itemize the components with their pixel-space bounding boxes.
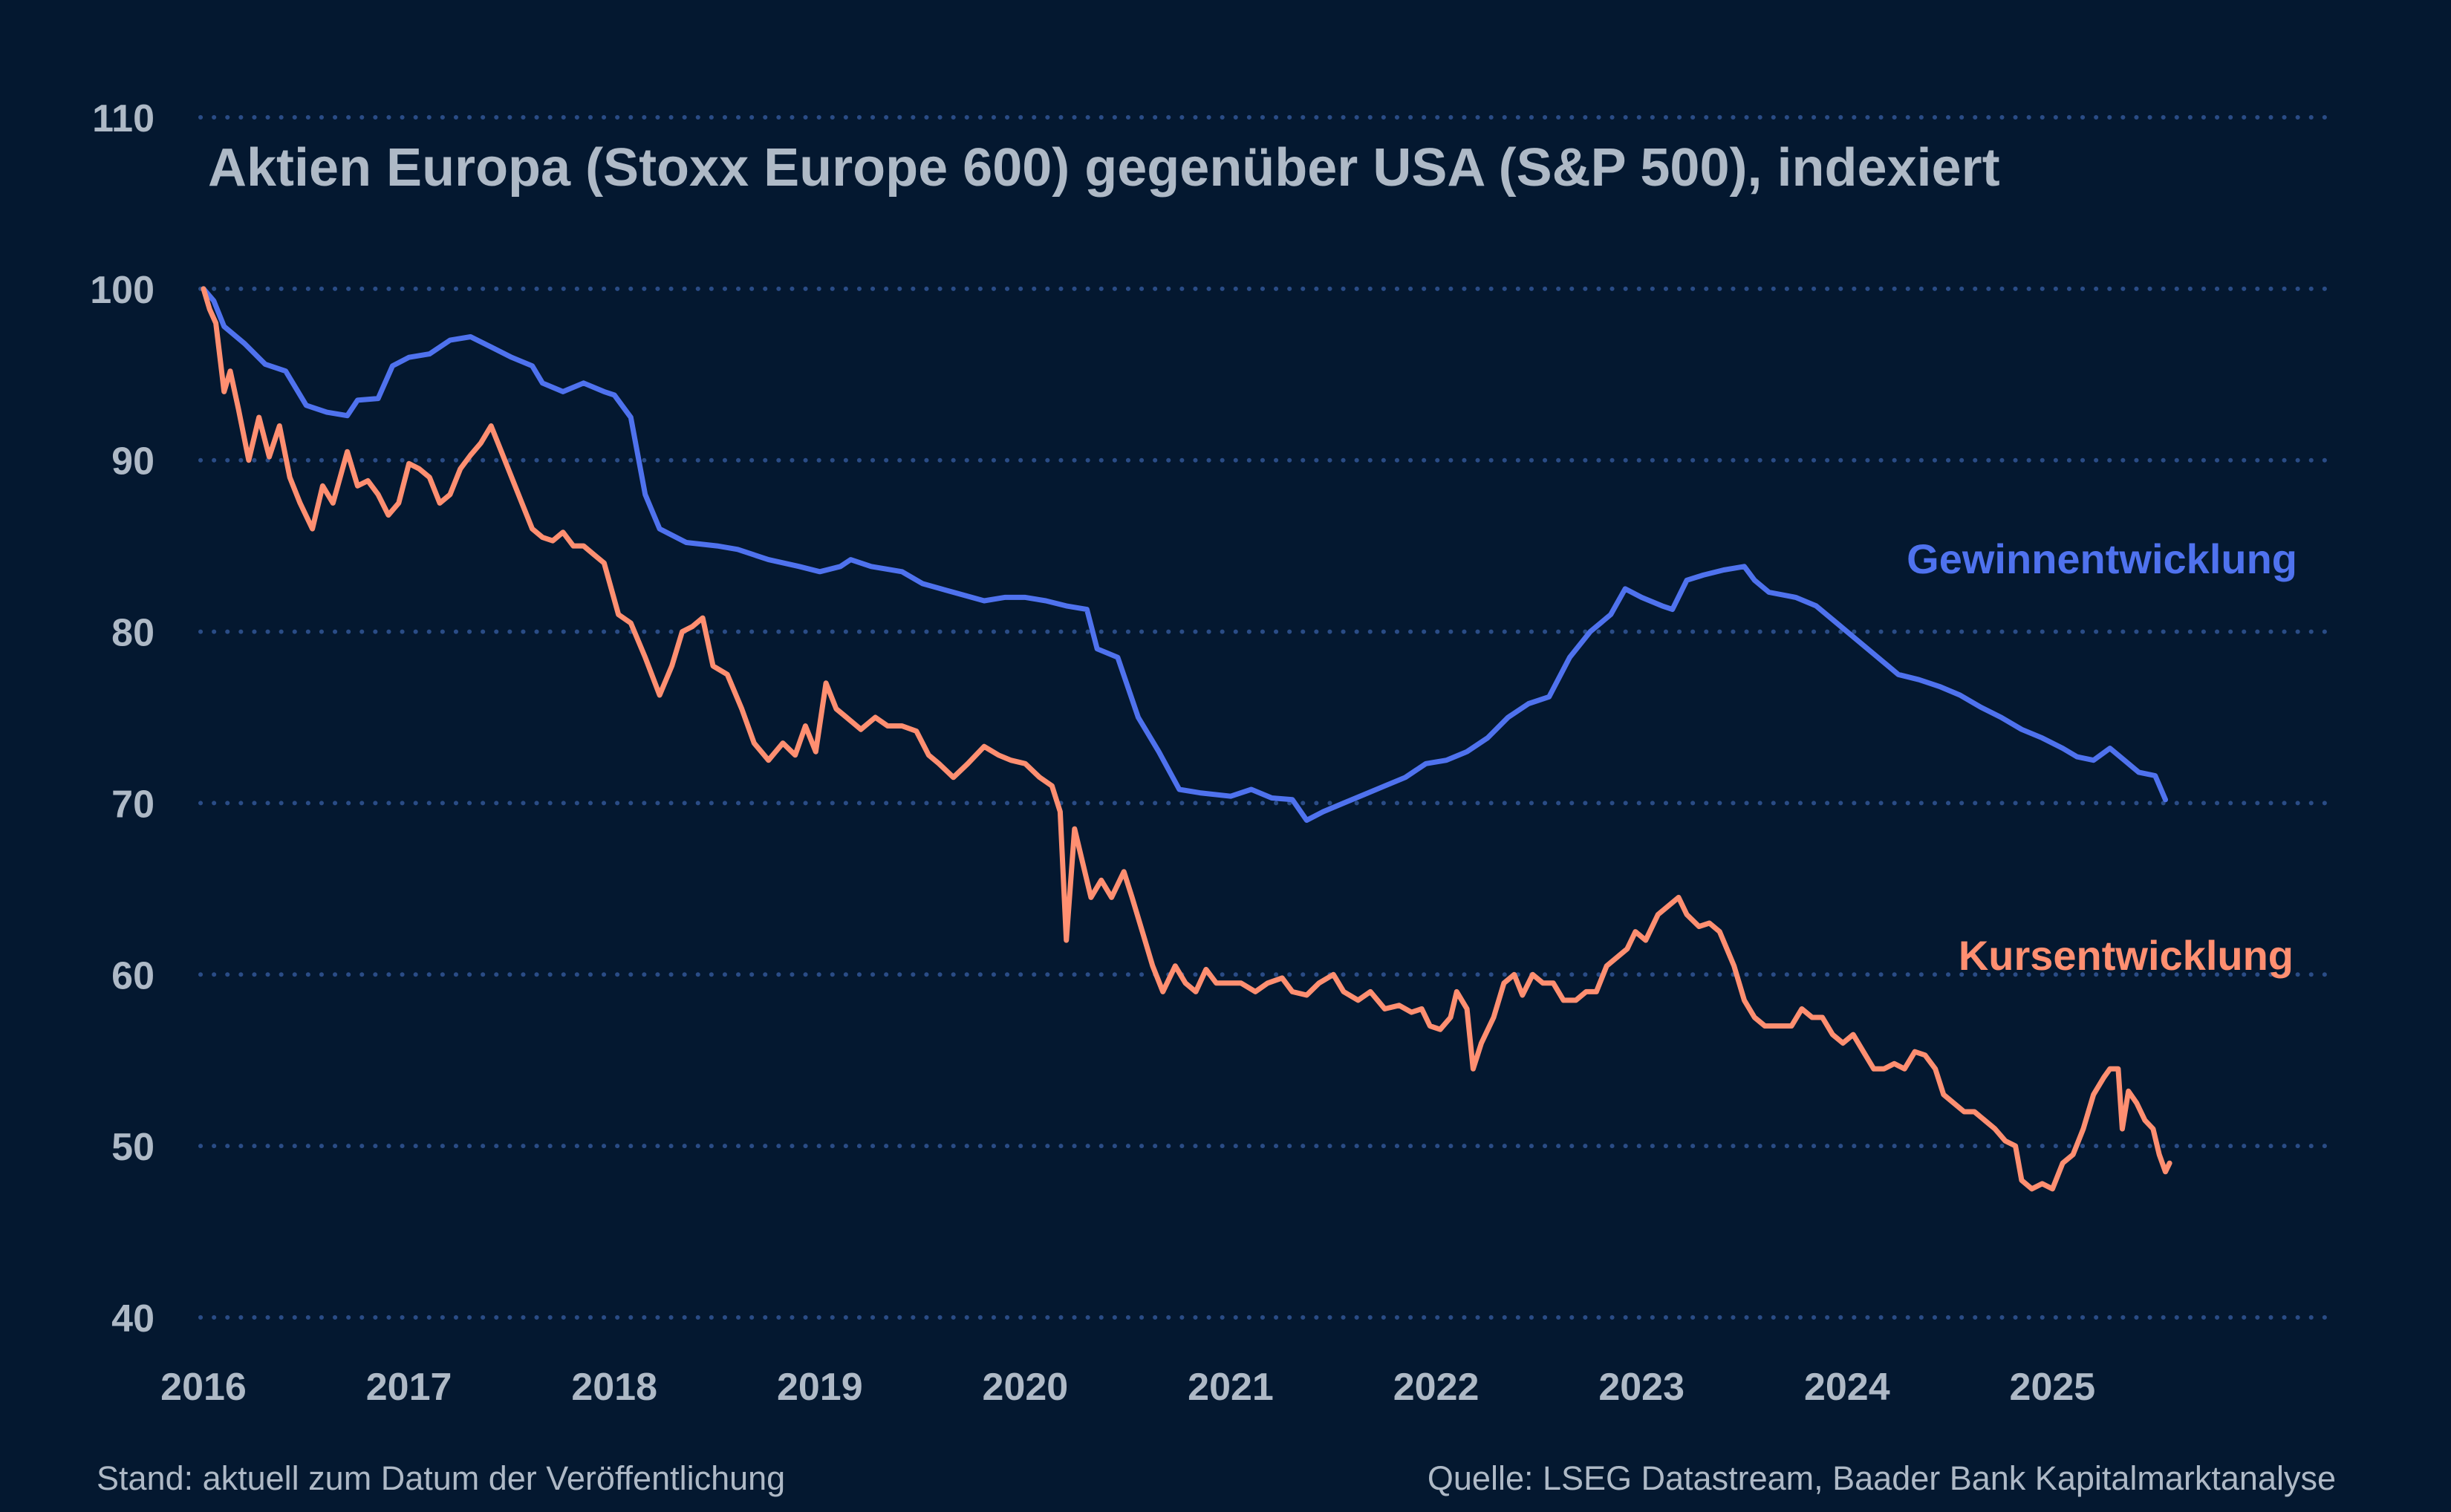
series-label-gewinnentwicklung: Gewinnentwicklung <box>1907 535 2297 582</box>
footer-source: Quelle: LSEG Datastream, Baader Bank Kap… <box>1428 1459 2336 1497</box>
y-tick-label-90: 90 <box>111 440 154 483</box>
x-tick-label-2025: 2025 <box>2010 1366 2096 1409</box>
x-tick-label-2023: 2023 <box>1598 1366 1685 1409</box>
series-line-gewinnentwicklung <box>201 286 2168 823</box>
footer-note-left: Stand: aktuell zum Datum der Veröffentli… <box>97 1459 785 1497</box>
y-tick-label-50: 50 <box>111 1126 154 1169</box>
x-tick-label-2018: 2018 <box>571 1366 657 1409</box>
x-tick-label-2019: 2019 <box>777 1366 863 1409</box>
x-tick-label-2022: 2022 <box>1393 1366 1480 1409</box>
y-axis-ticks: 40 50 60 70 80 90 100 110 <box>90 97 154 1340</box>
y-tick-label-80: 80 <box>111 612 154 655</box>
gridlines <box>198 115 2334 1320</box>
x-tick-label-2021: 2021 <box>1188 1366 1274 1409</box>
x-tick-label-2024: 2024 <box>1804 1366 1890 1409</box>
series-line-kursentwicklung <box>201 286 2172 1192</box>
x-tick-label-2020: 2020 <box>983 1366 1069 1409</box>
series-lines <box>201 286 2172 1192</box>
chart-title: Aktien Europa (Stoxx Europe 600) gegenüb… <box>208 138 2000 198</box>
x-axis-ticks: 2016 2017 2018 2019 2020 2021 2022 2023 2024 2025 <box>160 1366 2095 1409</box>
series-label-kursentwicklung: Kursentwicklung <box>1959 932 2294 979</box>
y-tick-label-60: 60 <box>111 954 154 997</box>
y-tick-label-70: 70 <box>111 783 154 826</box>
y-tick-label-40: 40 <box>111 1297 154 1340</box>
y-tick-label-110: 110 <box>92 97 154 140</box>
x-tick-label-2016: 2016 <box>160 1366 247 1409</box>
y-tick-label-100: 100 <box>90 269 154 312</box>
x-tick-label-2017: 2017 <box>366 1366 452 1409</box>
